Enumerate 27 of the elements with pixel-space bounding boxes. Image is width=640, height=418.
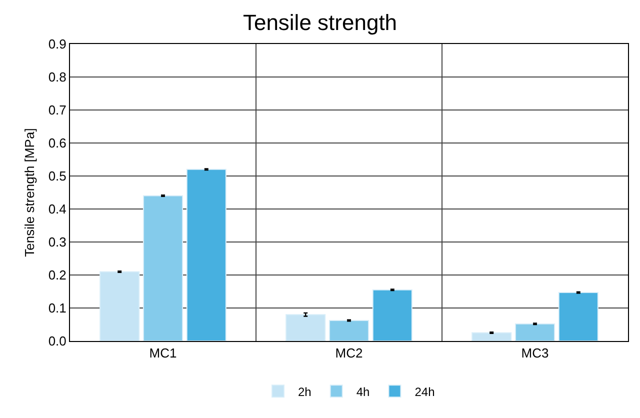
y-tick-label: 0.4 (48, 202, 66, 217)
legend-label: 2h (298, 384, 312, 399)
bar (142, 195, 184, 341)
bar (328, 320, 370, 341)
y-tick-label: 0.8 (48, 70, 66, 85)
y-tick-label: 0.9 (48, 36, 66, 52)
bar (514, 323, 556, 341)
bar (472, 332, 512, 341)
y-tick-label: 0.1 (48, 300, 66, 316)
bar (186, 168, 226, 341)
y-tick-label: 0.3 (48, 234, 66, 250)
bar (100, 271, 140, 341)
legend-label: 4h (356, 384, 370, 399)
y-tick-label: 0.5 (48, 168, 66, 184)
bar (372, 289, 412, 341)
y-axis-title: Tensile strength [MPa] (22, 128, 37, 257)
chart-title: Tensile strength (242, 10, 398, 36)
bar (286, 314, 326, 341)
y-tick-label: 0.6 (48, 136, 66, 151)
y-tick-label: 0.2 (48, 268, 66, 283)
x-tick-label: MC3 (521, 346, 549, 361)
y-tick-label: 0.0 (48, 334, 66, 349)
y-tick-label: 0.7 (48, 102, 66, 118)
bar (558, 292, 598, 341)
x-tick-label: MC1 (149, 346, 177, 361)
legend-label: 24h (414, 384, 435, 399)
x-tick-label: MC2 (335, 346, 363, 361)
